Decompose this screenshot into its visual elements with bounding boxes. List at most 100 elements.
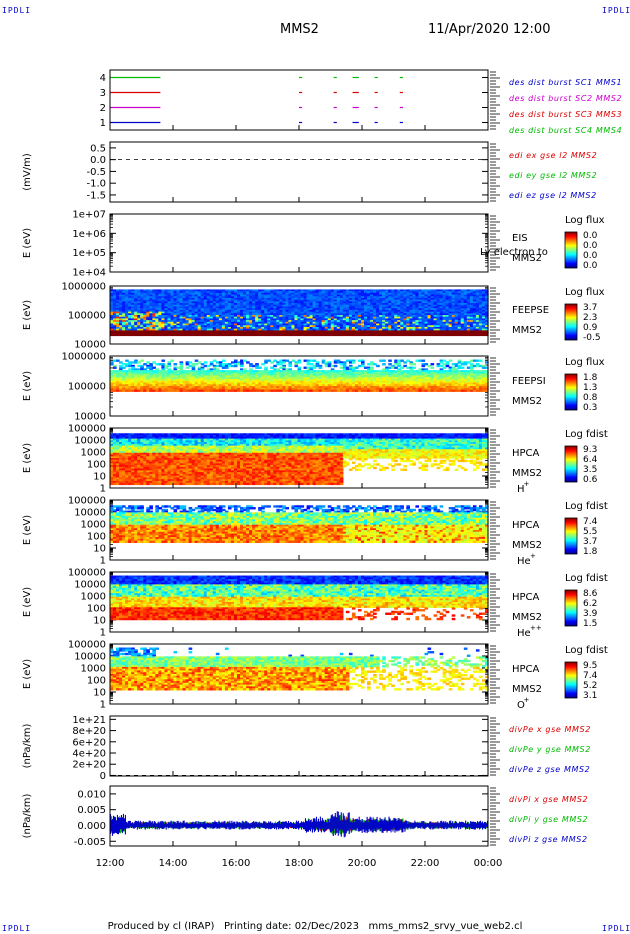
spectrogram-cell — [336, 328, 341, 331]
y-tick-label: 1e+05 — [72, 248, 106, 259]
spectrogram-cell — [140, 289, 144, 292]
spectrogram-cell — [267, 309, 271, 313]
spectrogram-cell — [258, 304, 262, 308]
spectrogram-cell — [209, 328, 214, 331]
spectrogram-cell — [203, 292, 208, 296]
spectrogram-cell — [321, 291, 326, 294]
spectrogram-cell — [185, 315, 190, 318]
spectrogram-cell — [364, 326, 368, 330]
spectrogram-cell — [273, 332, 277, 335]
spectrogram-cell — [315, 321, 320, 325]
spectrogram-cell — [185, 321, 190, 325]
spectrogram-cell — [318, 320, 323, 323]
spectrogram-cell — [230, 315, 235, 318]
spectrogram-cell — [197, 316, 202, 320]
spectrogram-cell — [312, 292, 317, 296]
spectrogram-cell — [321, 296, 326, 299]
spectrogram-cell — [146, 306, 150, 309]
spectrogram-cell — [321, 315, 326, 318]
spectrogram-cell — [327, 333, 332, 337]
spectrogram-cell — [158, 318, 162, 321]
spectrogram-cell — [116, 323, 120, 326]
spectrogram-cell — [237, 313, 241, 316]
spectrogram-cell — [240, 330, 244, 333]
spectrogram-cell — [273, 297, 277, 301]
spectrogram-cell — [318, 299, 323, 302]
spectrogram-cell — [303, 311, 308, 314]
spectrogram-cell — [179, 333, 184, 337]
spectrogram-cell — [258, 326, 262, 330]
spectrogram-cell — [116, 309, 120, 313]
spectrogram-cell — [354, 309, 359, 313]
spectrogram-cell — [342, 323, 347, 326]
spectrogram-cell — [321, 289, 326, 292]
spectrogram-cell — [312, 325, 317, 328]
spectrogram-cell — [279, 297, 283, 301]
spectrogram-cell — [125, 332, 129, 335]
spectrogram-cell — [113, 326, 117, 330]
spectrogram-cell — [227, 316, 232, 320]
spectrogram-cell — [167, 364, 172, 368]
spectrogram-cell — [327, 321, 332, 325]
spectrogram-cell — [330, 309, 335, 313]
spectrogram-cell — [360, 311, 365, 314]
spectrogram-cell — [324, 333, 329, 337]
spectrogram-cell — [173, 328, 178, 331]
spectrogram-cell — [197, 328, 202, 331]
spectrogram-cell — [258, 320, 262, 323]
spectrogram-cell — [264, 304, 268, 308]
spectrogram-cell — [306, 330, 311, 333]
spectrogram-cell — [348, 323, 353, 326]
spectrogram-cell — [209, 321, 214, 325]
spectrogram-cell — [285, 309, 290, 313]
spectrogram-cell — [261, 291, 265, 294]
spectrogram-cell — [360, 294, 365, 297]
spectrogram-cell — [146, 330, 150, 333]
spectrogram-cell — [303, 320, 308, 323]
spectrogram-cell — [206, 315, 211, 318]
spectrogram-cell — [113, 297, 117, 301]
spectrogram-cell — [233, 315, 238, 318]
spectrogram-cell — [137, 308, 141, 311]
spectrogram-cell — [164, 291, 169, 294]
spectrogram-cell — [243, 313, 247, 316]
spectrogram-cell — [230, 328, 235, 331]
spectrogram-cell — [273, 304, 277, 308]
spectrogram-cell — [291, 333, 296, 337]
spectrogram-cell — [134, 303, 138, 306]
spectrogram-cell — [330, 328, 335, 331]
spectrogram-cell — [354, 308, 359, 311]
spectrogram-cell — [122, 330, 126, 333]
spectrogram-cell — [230, 301, 235, 304]
spectrogram-cell — [110, 326, 114, 330]
spectrogram-cell — [137, 313, 141, 316]
spectrogram-cell — [191, 296, 196, 299]
spectrogram-cell — [125, 294, 129, 297]
spectrogram-cell — [194, 328, 199, 331]
spectrogram-cell — [294, 297, 299, 301]
spectrogram-cell — [227, 326, 232, 330]
spectrogram-cell — [149, 332, 153, 335]
spectrogram-cell — [206, 299, 211, 302]
spectrogram-cell — [179, 299, 184, 302]
spectrogram-cell — [179, 296, 184, 299]
spectrogram-cell — [113, 320, 117, 323]
spectrogram-cell — [324, 311, 329, 314]
spectrogram-cell — [279, 313, 283, 316]
spectrogram-cell — [240, 326, 244, 330]
spectrogram-cell — [218, 301, 223, 304]
spectrogram-cell — [330, 294, 335, 297]
spectrogram-cell — [140, 296, 144, 299]
spectrogram-cell — [354, 328, 359, 331]
spectrogram-cell — [333, 332, 338, 335]
spectrogram-cell — [336, 333, 341, 337]
spectrogram-cell — [116, 326, 120, 330]
spectrogram-cell — [137, 318, 141, 321]
spectrogram-cell — [264, 289, 268, 292]
spectrogram-cell — [182, 325, 187, 328]
spectrogram-cell — [233, 306, 238, 309]
y-tick-label: -1.0 — [86, 179, 106, 190]
spectrogram-cell — [270, 323, 274, 326]
spectrogram-cell — [149, 299, 153, 302]
spectrogram-cell — [249, 326, 253, 330]
